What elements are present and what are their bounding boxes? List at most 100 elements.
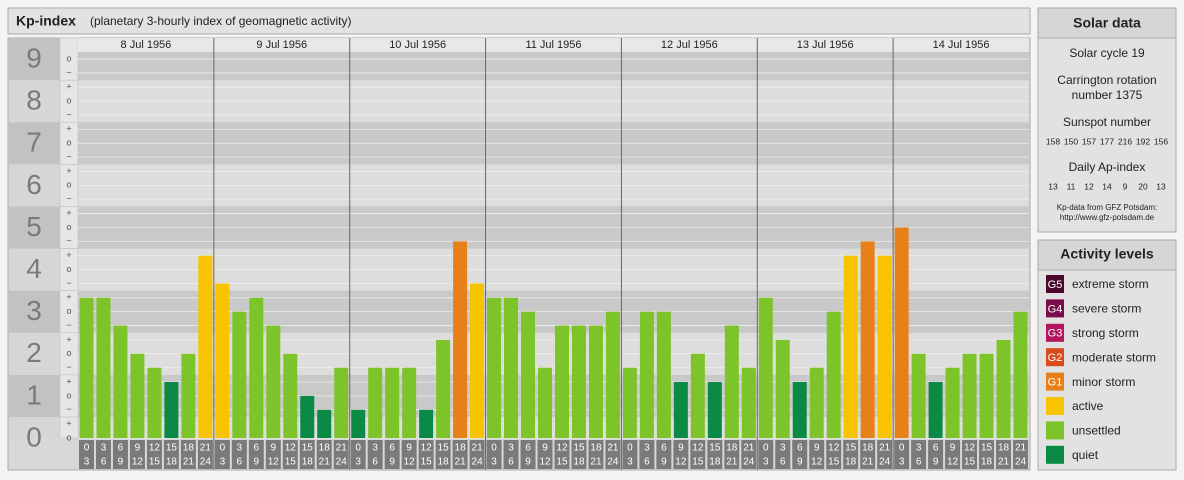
hour-end: 6 [508, 457, 514, 468]
solar-title: Solar data [1073, 15, 1141, 31]
solar-cycle: Solar cycle 19 [1069, 46, 1145, 60]
hour-box [894, 440, 910, 469]
level-code: G1 [1048, 377, 1063, 389]
hour-start: 9 [406, 443, 412, 454]
chart-subtitle: (planetary 3-hourly index of geomagnetic… [90, 14, 351, 28]
bar [317, 409, 332, 438]
y-tick-label: 8 [26, 85, 42, 116]
bar [622, 367, 637, 438]
hour-start: 3 [916, 443, 922, 454]
hour-start: 0 [84, 443, 90, 454]
hour-box [979, 440, 995, 469]
hour-end: 18 [573, 457, 585, 468]
hour-box [79, 440, 94, 469]
hour-box [673, 440, 689, 469]
hour-box [860, 440, 876, 469]
hour-start: 12 [556, 443, 568, 454]
hour-start: 9 [678, 443, 684, 454]
hour-start: 6 [254, 443, 260, 454]
minor-tick-label: + [66, 334, 71, 344]
y-cell [9, 206, 60, 249]
bar [928, 382, 943, 438]
hour-end: 12 [947, 457, 959, 468]
bar [232, 311, 247, 438]
y-tick-label: 0 [26, 421, 42, 452]
hour-box [214, 440, 230, 469]
hour-box [146, 440, 162, 469]
hour-start: 9 [135, 443, 141, 454]
hour-box [520, 440, 536, 469]
minor-tick-label: + [66, 250, 71, 260]
hour-start: 6 [389, 443, 395, 454]
hour-start: 12 [692, 443, 704, 454]
hour-end: 24 [472, 457, 484, 468]
hour-start: 0 [627, 443, 633, 454]
hour-end: 9 [254, 457, 260, 468]
hour-start: 0 [763, 443, 769, 454]
bar [521, 311, 536, 438]
bar [334, 367, 349, 438]
hour-box [537, 440, 553, 469]
hour-start: 6 [661, 443, 667, 454]
hour-end: 21 [590, 457, 602, 468]
sunspots-value: 158 [1046, 136, 1060, 146]
hour-start: 12 [828, 443, 840, 454]
hour-start: 15 [438, 443, 450, 454]
y-tick-label: 2 [26, 337, 42, 368]
minor-tick-label: − [66, 278, 71, 288]
hour-box [741, 440, 757, 469]
hour-box [911, 440, 927, 469]
hour-box [265, 440, 281, 469]
bar [538, 367, 552, 438]
hour-box [248, 440, 264, 469]
hour-end: 9 [661, 457, 667, 468]
y-cell [9, 290, 60, 333]
hour-end: 24 [336, 457, 348, 468]
bar [283, 353, 298, 438]
hour-box [639, 440, 655, 469]
ap-value: 14 [1102, 181, 1112, 191]
level-code: G4 [1048, 303, 1063, 315]
minor-tick-label: + [66, 208, 71, 218]
minor-tick-label: o [66, 264, 71, 274]
hour-end: 15 [828, 457, 840, 468]
hour-start: 9 [814, 443, 820, 454]
level-swatch [1046, 299, 1064, 318]
minor-tick-label: − [66, 194, 71, 204]
hour-box [180, 440, 196, 469]
hour-start: 12 [149, 443, 161, 454]
bar [809, 367, 824, 438]
minor-tick-label: + [66, 166, 71, 176]
bar [181, 353, 196, 438]
y-cell [9, 374, 60, 417]
ap-value: 13 [1048, 181, 1058, 191]
minor-tick-label: + [66, 376, 71, 386]
hour-box [486, 440, 502, 469]
minor-tick-label: o [66, 390, 71, 400]
hour-start: 12 [421, 443, 433, 454]
bar [673, 382, 688, 438]
minor-tick-label: − [66, 109, 71, 119]
level-swatch [1046, 397, 1064, 415]
bar [453, 241, 468, 438]
bar [147, 367, 162, 438]
chart-title: Kp-index [16, 13, 76, 29]
hour-end: 3 [627, 457, 633, 468]
hour-start: 9 [950, 443, 956, 454]
day-header [78, 38, 1029, 52]
hour-end: 12 [404, 457, 416, 468]
hour-box [843, 440, 859, 469]
minor-tick-label: o [66, 306, 71, 316]
hour-box [435, 440, 451, 469]
minor-tick-label: − [66, 236, 71, 246]
carrington: number 1375 [1072, 88, 1143, 102]
sunspots-value: 150 [1064, 136, 1078, 146]
level-label: quiet [1072, 448, 1099, 462]
hour-start: 0 [355, 443, 361, 454]
hour-end: 12 [539, 457, 551, 468]
bar [266, 325, 281, 438]
hour-box [95, 440, 111, 469]
bar [724, 325, 739, 438]
bar [96, 297, 111, 438]
bar [826, 311, 841, 438]
